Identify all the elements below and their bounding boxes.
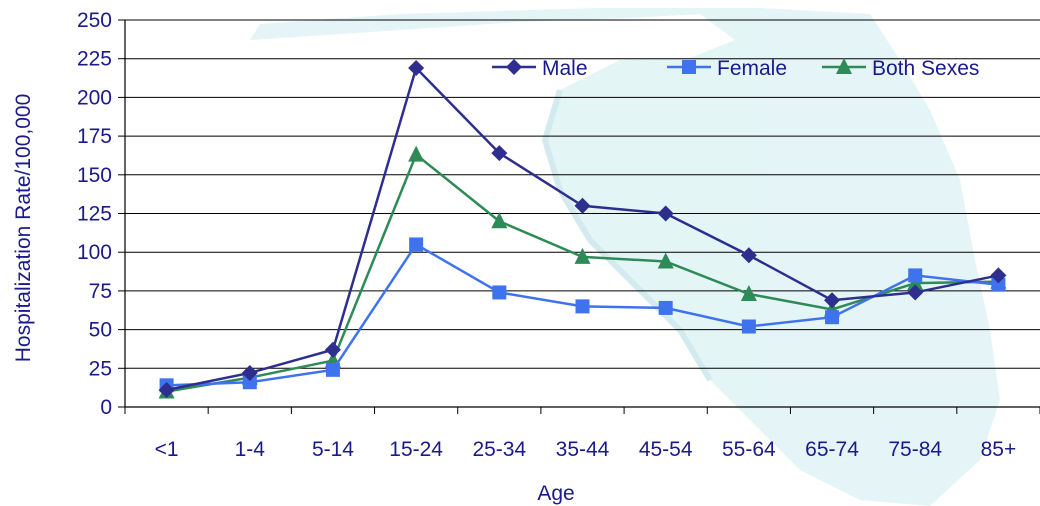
data-point — [657, 252, 674, 269]
legend-item-both-sexes: Both Sexes — [822, 57, 979, 80]
legend-label: Both Sexes — [872, 57, 979, 80]
y-tick-label: 200 — [77, 86, 112, 109]
x-tick-label: 1-4 — [235, 438, 266, 461]
y-tick-label: 225 — [77, 48, 112, 71]
legend-marker — [682, 60, 696, 74]
x-tick-label: 35-44 — [556, 438, 610, 461]
x-tick-label: 45-54 — [639, 438, 693, 461]
data-point — [241, 364, 258, 381]
data-point — [908, 268, 923, 283]
y-axis-title: Hospitalization Rate/100,000 — [12, 94, 35, 363]
y-tick-label: 25 — [89, 357, 112, 380]
x-tick-label: 55-64 — [722, 438, 776, 461]
data-point — [907, 284, 924, 301]
data-point — [990, 267, 1007, 284]
data-point — [741, 319, 756, 334]
y-tick-label: 75 — [89, 280, 112, 303]
data-point — [824, 292, 841, 309]
data-point — [325, 362, 340, 377]
x-tick-label: 75-84 — [888, 438, 942, 461]
data-point — [825, 310, 840, 325]
x-tick-label: 65-74 — [805, 438, 859, 461]
x-tick-label: <1 — [155, 438, 179, 461]
x-axis-title: Age — [537, 482, 574, 505]
data-point — [574, 247, 591, 264]
florida-map-background — [250, 8, 1000, 506]
legend-marker — [506, 59, 522, 75]
data-point — [657, 205, 674, 222]
data-point — [491, 145, 508, 162]
x-tick-label: 15-24 — [389, 438, 443, 461]
data-point — [324, 341, 341, 358]
y-tick-label: 100 — [77, 241, 112, 264]
data-point — [492, 285, 507, 300]
x-tick-label: 85+ — [981, 438, 1017, 461]
data-point — [408, 145, 425, 162]
legend-item-male: Male — [492, 57, 588, 80]
y-tick-label: 125 — [77, 203, 112, 226]
legend-label: Female — [717, 57, 787, 80]
plot-area: 0 25 50 75 100 125 150 175 200 225 250 <1 1-4 5-14 15-… — [77, 9, 1040, 461]
legend: Male Female Both Sexes — [492, 57, 979, 80]
data-point — [740, 247, 757, 264]
y-tick-label: 0 — [100, 396, 112, 419]
data-point — [991, 277, 1006, 292]
data-point — [574, 197, 591, 214]
data-point — [409, 237, 424, 252]
legend-label: Male — [542, 57, 588, 80]
series-male — [158, 59, 1007, 398]
x-tick-label: 25-34 — [472, 438, 526, 461]
data-point — [575, 299, 590, 314]
y-tick-label: 150 — [77, 164, 112, 187]
data-point — [158, 381, 175, 398]
data-point — [740, 284, 757, 301]
legend-item-female: Female — [667, 57, 787, 80]
legend-marker — [836, 58, 852, 74]
data-point — [408, 59, 425, 76]
data-point — [491, 212, 508, 229]
y-tick-label: 250 — [77, 9, 112, 32]
x-tick-label: 5-14 — [312, 438, 354, 461]
data-point — [242, 375, 257, 390]
y-tick-label: 175 — [77, 125, 112, 148]
y-tick-label: 50 — [89, 319, 112, 342]
data-point — [658, 300, 673, 315]
